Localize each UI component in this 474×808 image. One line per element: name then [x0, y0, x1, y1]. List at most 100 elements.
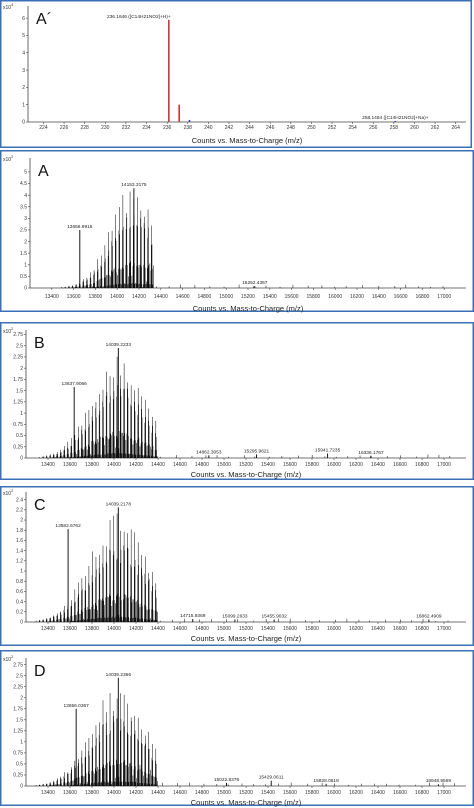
y-tick-label: 6 — [22, 16, 25, 22]
y-tick-label: 2.4 — [16, 497, 23, 503]
x-tick-label: 14000 — [107, 626, 121, 632]
spectrum-panel-5: x102 0 0.25 0.5 0.75 1 1.25 1.5 1.75 2 2.25 2.5 2.75… — [0, 650, 474, 807]
x-tick-label: 15800 — [305, 790, 319, 796]
peak-annotation: 14715.9369 — [180, 613, 206, 619]
y-tick-label: 1.8 — [16, 528, 23, 534]
x-tick-label: 15600 — [283, 626, 297, 632]
x-axis-title: Counts vs. Mass-to-Charge (m/z) — [191, 470, 302, 479]
x-tick-label: 14200 — [129, 790, 143, 796]
panel-frame — [0, 150, 474, 312]
peak-annotation: 14039.2366 — [106, 672, 132, 678]
x-tick-label: 14800 — [195, 790, 209, 796]
x-tick-label: 13400 — [41, 462, 55, 468]
y-exponent-label: x102 — [3, 154, 14, 163]
peak-annotation: 16948.9569 — [426, 778, 452, 784]
x-tick-label: 14800 — [195, 626, 209, 632]
x-tick-label: 254 — [348, 125, 357, 131]
x-tick-label: 14400 — [151, 790, 165, 796]
y-tick-label: 5 — [24, 170, 27, 176]
x-tick-label: 14200 — [129, 626, 143, 632]
x-tick-label: 262 — [431, 125, 440, 131]
x-tick-label: 230 — [101, 125, 110, 131]
x-tick-label: 17000 — [437, 626, 451, 632]
y-tick-label: 0.6 — [16, 589, 23, 595]
x-tick-label: 16400 — [371, 462, 385, 468]
peak-annotation: 16336.1767 — [358, 450, 384, 456]
x-tick-label: 15400 — [261, 626, 275, 632]
x-tick-label: 14600 — [173, 626, 187, 632]
x-axis-title: Counts vs. Mass-to-Charge (m/z) — [191, 798, 302, 807]
peak-annotation: 236.1646 ([C14H21NO2]+H)+ — [107, 14, 171, 20]
x-tick-label: 16000 — [328, 294, 342, 300]
x-tick-label: 15200 — [239, 626, 253, 632]
y-exponent-power: 2 — [11, 488, 14, 493]
y-exponent-power: 4 — [11, 2, 14, 7]
x-tick-label: 17000 — [437, 462, 451, 468]
peak-annotation: 16862.4909 — [416, 613, 442, 619]
y-tick-label: 4.5 — [20, 181, 27, 187]
panel-letter: B — [34, 335, 45, 352]
x-tick-label: 234 — [142, 125, 151, 131]
x-tick-label: 17000 — [437, 790, 451, 796]
y-tick-label: 2 — [20, 695, 23, 701]
x-tick-label: 264 — [452, 125, 461, 131]
y-tick-label: 0.4 — [16, 599, 23, 605]
x-tick-label: 15000 — [219, 294, 233, 300]
y-tick-label: 0.75 — [13, 751, 23, 757]
y-tick-label: 2 — [20, 366, 23, 372]
x-tick-label: 16400 — [372, 294, 386, 300]
peak-annotation: 13656.0367 — [63, 703, 89, 709]
panel-letter: A — [38, 163, 49, 180]
y-tick-label: 1.5 — [20, 251, 27, 257]
y-exponent-label: x102 — [3, 488, 14, 497]
x-tick-label: 13400 — [41, 626, 55, 632]
x-tick-label: 248 — [287, 125, 296, 131]
x-tick-label: 13400 — [41, 790, 55, 796]
y-tick-label: 0 — [20, 456, 23, 462]
y-tick-label: 0.5 — [16, 762, 23, 768]
x-tick-label: 13600 — [63, 626, 77, 632]
x-tick-label: 15200 — [239, 790, 253, 796]
x-tick-label: 15200 — [239, 462, 253, 468]
y-tick-label: 2.5 — [16, 343, 23, 349]
y-tick-label: 2 — [20, 518, 23, 524]
y-tick-label: 0 — [20, 784, 23, 790]
y-tick-label: 3.5 — [20, 204, 27, 210]
peak-annotation: 13582.6762 — [55, 523, 81, 529]
x-tick-label: 224 — [39, 125, 48, 131]
y-tick-label: 2.75 — [13, 662, 23, 668]
x-tick-label: 13800 — [88, 294, 102, 300]
x-tick-label: 16800 — [415, 294, 429, 300]
y-exponent-power: 2 — [11, 326, 14, 331]
y-tick-label: 1.25 — [13, 400, 23, 406]
y-tick-label: 0.5 — [20, 274, 27, 280]
peak-annotation: 13637.9066 — [61, 381, 87, 387]
x-tick-label: 16400 — [371, 790, 385, 796]
y-tick-label: 1.4 — [16, 548, 23, 554]
peak-annotation: 14153.3175 — [121, 182, 147, 188]
peak-annotation: 258.1484 ([C14H21NO2]+Na)+ — [362, 115, 429, 121]
x-tick-label: 246 — [266, 125, 275, 131]
y-tick-label: 1 — [24, 262, 27, 268]
y-tick-label: 5 — [22, 33, 25, 39]
x-tick-label: 16600 — [393, 790, 407, 796]
y-tick-label: 2.25 — [13, 355, 23, 361]
x-tick-label: 15000 — [217, 462, 231, 468]
peak-annotation: 15928.0618 — [313, 778, 339, 784]
y-tick-label: 1 — [20, 740, 23, 746]
x-tick-label: 13800 — [85, 790, 99, 796]
x-tick-label: 226 — [60, 125, 69, 131]
x-axis-title: Counts vs. Mass-to-Charge (m/z) — [191, 634, 302, 643]
y-tick-label: 4 — [24, 193, 27, 199]
panel-letter: C — [34, 497, 46, 514]
y-tick-label: 0.25 — [13, 444, 23, 450]
panel-frame — [0, 486, 474, 646]
y-tick-label: 1.25 — [13, 729, 23, 735]
x-tick-label: 252 — [328, 125, 337, 131]
x-tick-label: 14400 — [154, 294, 168, 300]
x-tick-label: 14800 — [197, 294, 211, 300]
y-tick-label: 1.2 — [16, 559, 23, 565]
x-tick-label: 13800 — [85, 626, 99, 632]
x-tick-label: 14000 — [110, 294, 124, 300]
